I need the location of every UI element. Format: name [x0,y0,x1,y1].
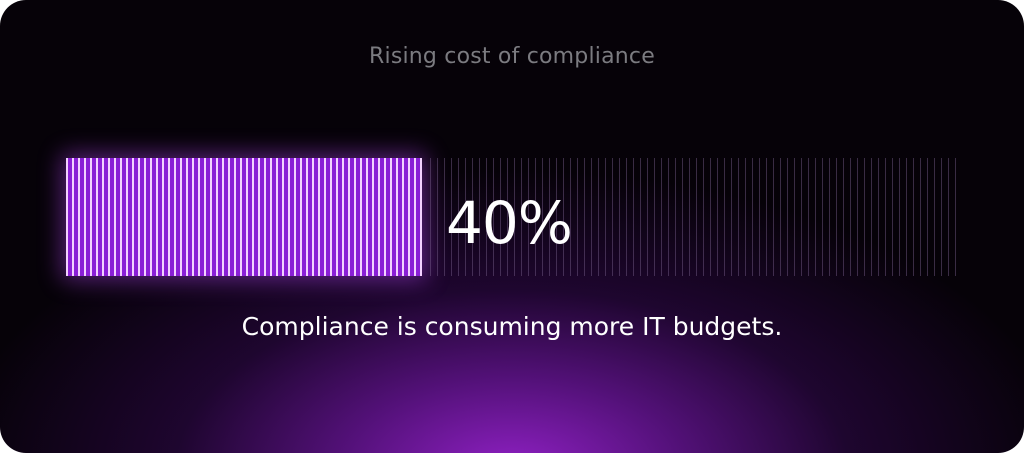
stat-caption: Compliance is consuming more IT budgets. [241,312,783,341]
progress-bar-track [430,158,956,276]
progress-bar-fill [66,158,422,276]
card-title: Rising cost of compliance [369,44,655,69]
progress-bar [66,158,956,276]
stat-value: 40% [446,189,573,257]
